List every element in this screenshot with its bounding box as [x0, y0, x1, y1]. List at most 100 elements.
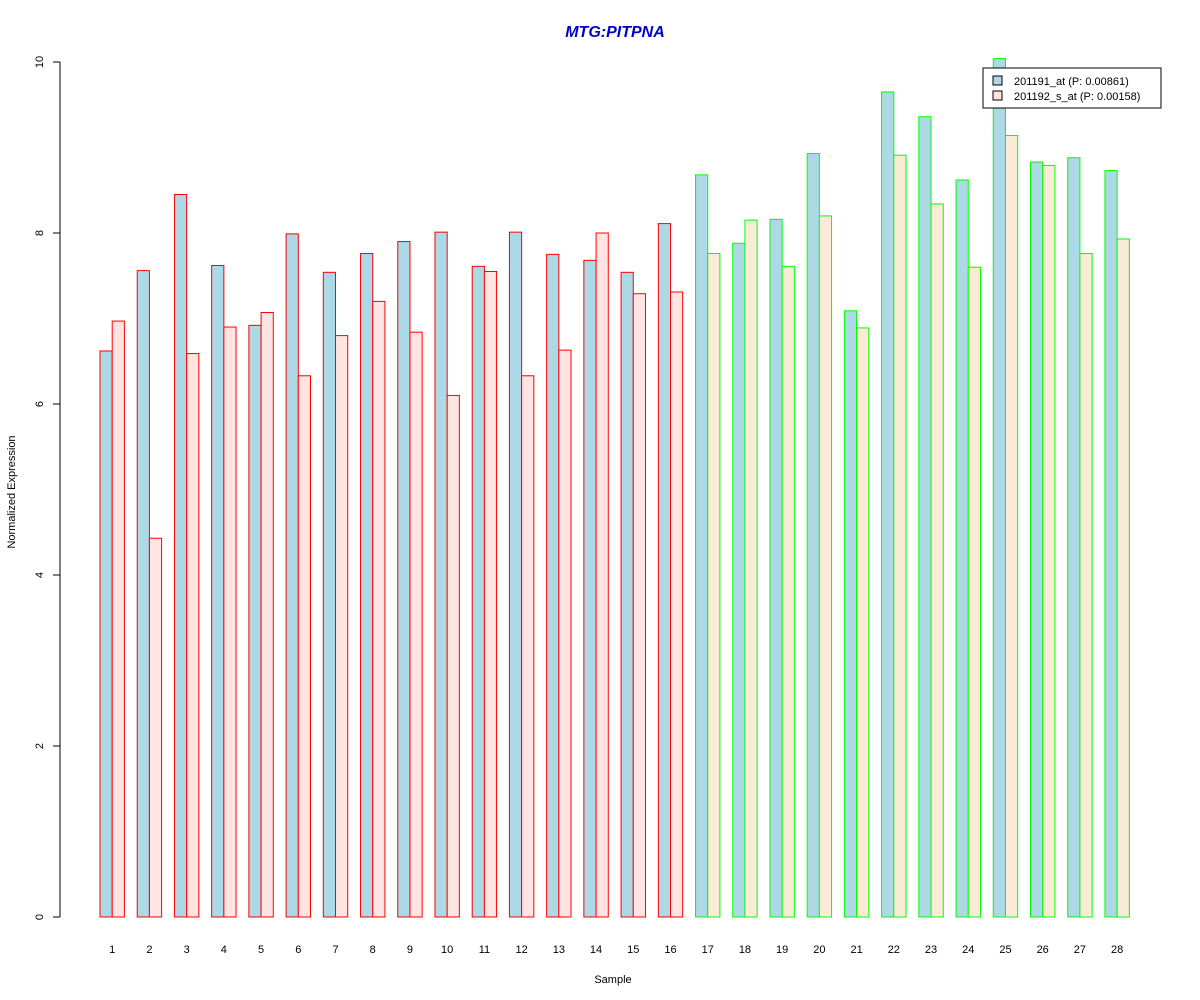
bar-201192-s-at — [670, 291, 684, 918]
bar-201191-at — [248, 324, 262, 918]
bar-201192-s-at — [781, 265, 795, 918]
x-tick-label: 4 — [221, 944, 227, 956]
bar-201192-s-at — [967, 266, 981, 918]
y-tick-label: 0 — [34, 914, 46, 920]
x-axis-label: Sample — [594, 974, 631, 986]
x-tick-label: 17 — [702, 944, 714, 956]
x-tick-label: 15 — [627, 944, 639, 956]
bar-201191-at — [843, 310, 858, 918]
x-tick-label: 16 — [664, 944, 676, 956]
x-tick-label: 12 — [515, 944, 527, 956]
x-tick-label: 3 — [184, 944, 190, 956]
bar-201191-at — [211, 264, 225, 918]
y-tick-label: 2 — [34, 743, 46, 749]
bar-201192-s-at — [260, 312, 274, 918]
bar-201191-at — [955, 179, 969, 918]
bar-201192-s-at — [111, 320, 125, 918]
x-tick-label: 7 — [332, 944, 338, 956]
legend-label: 201191_at (P: 0.00861) — [1014, 76, 1129, 88]
bar-201191-at — [508, 231, 523, 918]
x-tick-label: 27 — [1074, 944, 1086, 956]
bar-201192-s-at — [818, 215, 833, 918]
bar-201191-at — [99, 350, 113, 918]
bar-201192-s-at — [1004, 135, 1019, 918]
bar-201191-at — [1030, 161, 1044, 918]
bar-201192-s-at — [930, 203, 944, 918]
bar-201191-at — [546, 253, 560, 918]
bar-201192-s-at — [632, 293, 646, 918]
y-axis: 0 2 4 6 8 10 — [34, 56, 61, 920]
x-tick-label: 6 — [295, 944, 301, 956]
bar-201191-at — [173, 194, 188, 918]
bar-201191-at — [322, 271, 337, 918]
bar-201192-s-at — [1079, 253, 1093, 918]
x-tick-label: 18 — [739, 944, 751, 956]
bar-201192-s-at — [856, 327, 870, 918]
bar-201191-at — [360, 253, 374, 918]
bar-201191-at — [136, 270, 150, 918]
bar-201191-at — [881, 91, 895, 918]
bar-201192-s-at — [483, 270, 498, 918]
x-tick-label: 23 — [925, 944, 937, 956]
y-tick-label: 4 — [34, 572, 46, 578]
x-tick-label: 19 — [776, 944, 788, 956]
x-tick-label: 28 — [1111, 944, 1123, 956]
bar-201191-at — [620, 271, 634, 918]
chart-title: MTG:PITPNA — [565, 24, 665, 41]
legend: 201191_at (P: 0.00861) 201192_s_at (P: 0.… — [982, 67, 1162, 109]
x-axis: 1 2 3 4 5 6 7 8 9 10 11 12 13 14 15 16 17 18 19 20 21 22 23 24 2… — [109, 944, 1123, 956]
bar-201192-s-at — [186, 353, 200, 918]
bar-201192-s-at — [297, 375, 311, 918]
bar-201192-s-at — [893, 154, 907, 918]
bar-201191-at — [992, 58, 1006, 918]
y-tick-label: 6 — [34, 401, 46, 407]
bars — [99, 58, 1130, 918]
bar-201191-at — [769, 218, 783, 918]
bar-201192-s-at — [372, 300, 386, 918]
bar-201191-at — [1104, 170, 1118, 918]
bar-201191-at — [1067, 157, 1081, 918]
x-tick-label: 13 — [553, 944, 565, 956]
x-tick-label: 14 — [590, 944, 602, 956]
x-tick-label: 2 — [146, 944, 152, 956]
bar-201191-at — [397, 241, 411, 918]
legend-swatch — [992, 75, 1003, 86]
legend-swatch — [992, 90, 1003, 101]
y-axis-label: Normalized Expression — [6, 435, 18, 548]
bar-201192-s-at — [1042, 164, 1056, 918]
x-tick-label: 11 — [479, 944, 490, 956]
x-tick-label: 5 — [258, 944, 264, 956]
bar-201191-at — [285, 233, 299, 918]
bar-201192-s-at — [148, 537, 163, 918]
bar-201191-at — [806, 152, 820, 918]
bar-201191-at — [434, 231, 448, 918]
bar-201191-at — [657, 223, 671, 918]
bar-201191-at — [583, 259, 597, 918]
x-tick-label: 9 — [407, 944, 413, 956]
x-tick-label: 20 — [813, 944, 825, 956]
x-tick-label: 8 — [370, 944, 376, 956]
y-tick-label: 8 — [34, 230, 46, 236]
x-tick-label: 1 — [109, 944, 115, 956]
bar-201191-at — [918, 116, 932, 918]
bar-201192-s-at — [335, 335, 349, 918]
x-tick-label: 24 — [962, 944, 974, 956]
x-tick-label: 25 — [999, 944, 1011, 956]
x-tick-label: 21 — [850, 944, 862, 956]
bar-201192-s-at — [595, 232, 609, 918]
y-tick-label: 10 — [34, 56, 46, 68]
x-tick-label: 26 — [1037, 944, 1049, 956]
x-tick-label: 10 — [441, 944, 453, 956]
bar-201191-at — [732, 242, 746, 918]
bar-201192-s-at — [223, 326, 237, 918]
bar-201192-s-at — [558, 349, 572, 918]
bar-201191-at — [471, 265, 485, 918]
bar-201192-s-at — [744, 219, 758, 918]
legend-box — [982, 67, 1162, 109]
bar-201192-s-at — [446, 394, 460, 918]
legend-label: 201192_s_at (P: 0.00158) — [1014, 91, 1140, 103]
bar-201192-s-at — [521, 375, 535, 918]
bar-201192-s-at — [707, 253, 721, 918]
x-tick-label: 22 — [888, 944, 900, 956]
